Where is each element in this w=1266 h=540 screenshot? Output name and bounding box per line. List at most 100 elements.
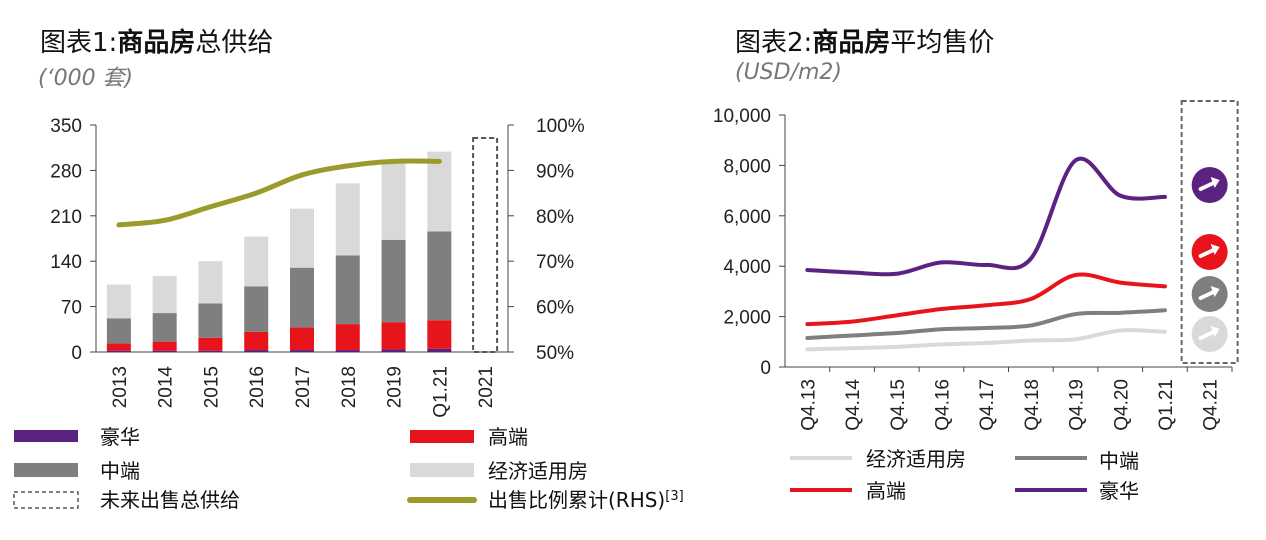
right-tick-label: 80% bbox=[536, 207, 574, 228]
right-tick-label: 70% bbox=[536, 252, 574, 273]
bar-luxury bbox=[244, 350, 269, 352]
bar-high bbox=[198, 337, 223, 351]
legend-label-mid: 中端 bbox=[1099, 449, 1139, 473]
right-tick-label: 100% bbox=[536, 116, 585, 137]
y-tick-label: 6,000 bbox=[723, 207, 771, 228]
x-tick-label: 2013 bbox=[110, 366, 131, 408]
legend-label-ratio-sup: [3] bbox=[665, 489, 683, 504]
legend-swatch-future bbox=[13, 491, 79, 509]
chart1-unit: (‘000 套) bbox=[38, 66, 134, 91]
bar-mid bbox=[152, 313, 177, 342]
legend-label-affordable: 经济适用房 bbox=[866, 447, 966, 471]
chart2-title-bold: 商品房 bbox=[812, 28, 891, 58]
x-tick-label: Q4.14 bbox=[843, 379, 864, 431]
y-tick-label: 0 bbox=[760, 358, 771, 379]
legend-label-high: 高端 bbox=[488, 425, 528, 449]
arrow-head bbox=[1210, 326, 1220, 337]
bar-mid bbox=[427, 231, 452, 321]
chart2-title: 图表2:商品房平均售价 bbox=[735, 22, 994, 59]
bar-luxury bbox=[335, 350, 360, 352]
legend-label-future: 未来出售总供给 bbox=[100, 488, 240, 512]
x-tick-label: Q4.16 bbox=[932, 379, 953, 431]
bar-high bbox=[152, 341, 177, 351]
bar-mid bbox=[335, 255, 360, 325]
left-tick-label: 210 bbox=[50, 207, 82, 228]
x-tick-label: Q4.13 bbox=[798, 379, 819, 431]
bar-mid bbox=[244, 286, 269, 332]
forecast-box bbox=[1180, 100, 1239, 364]
bar-high bbox=[290, 327, 314, 351]
x-tick-label: Q4.17 bbox=[977, 379, 998, 431]
left-tick-label: 0 bbox=[71, 343, 82, 364]
forecast-arrow-luxury-icon bbox=[1191, 167, 1228, 203]
legend-label-ratio: 出售比例累计(RHS)[3] bbox=[488, 488, 684, 512]
line-high bbox=[805, 272, 1167, 327]
arrow-head bbox=[1210, 244, 1220, 255]
x-tick-label: 2014 bbox=[156, 366, 177, 409]
bar-luxury bbox=[152, 350, 177, 352]
y-tick-label: 2,000 bbox=[723, 308, 771, 329]
line-luxury bbox=[805, 156, 1167, 277]
forecast-arrow-mid-icon bbox=[1191, 276, 1228, 312]
x-tick-label: 2021 bbox=[476, 366, 497, 408]
bar-mid bbox=[106, 318, 131, 344]
bar-high bbox=[381, 322, 406, 350]
chart1-title: 图表1:商品房总供给 bbox=[40, 22, 273, 59]
line-mid bbox=[805, 308, 1167, 341]
ratio-line bbox=[116, 158, 442, 228]
bar-luxury bbox=[381, 349, 406, 352]
bar-affordable bbox=[381, 160, 406, 240]
bar-high bbox=[244, 331, 269, 351]
x-tick-label: 2018 bbox=[339, 366, 360, 408]
bar-high bbox=[427, 320, 452, 349]
forecast-arrow-high-icon bbox=[1191, 234, 1228, 270]
chart2-title-rest: 平均售价 bbox=[890, 28, 995, 58]
future-supply-box bbox=[472, 136, 499, 353]
legend-swatch-affordable bbox=[410, 463, 474, 477]
chart2-title-prefix: 图表2: bbox=[735, 28, 813, 58]
chart1-title-rest: 总供给 bbox=[195, 28, 274, 58]
left-tick-label: 280 bbox=[50, 161, 82, 182]
left-tick-label: 70 bbox=[61, 298, 82, 319]
chart2-unit: (USD/m2) bbox=[735, 60, 843, 85]
x-tick-label: Q1.21 bbox=[430, 366, 451, 418]
right-tick-label: 50% bbox=[536, 343, 574, 364]
x-tick-label: 2017 bbox=[293, 366, 314, 408]
y-tick-label: 8,000 bbox=[723, 156, 771, 177]
bar-luxury bbox=[198, 350, 223, 352]
bar-affordable bbox=[335, 183, 360, 256]
bar-mid bbox=[381, 239, 406, 323]
bar-affordable bbox=[290, 208, 314, 268]
arrow-head bbox=[1210, 286, 1220, 297]
legend-label-affordable: 经济适用房 bbox=[488, 459, 588, 483]
bar-luxury bbox=[290, 350, 314, 352]
x-tick-label: 2016 bbox=[247, 366, 268, 408]
bar-affordable bbox=[106, 284, 131, 319]
left-tick-label: 140 bbox=[50, 252, 82, 273]
left-tick-label: 350 bbox=[50, 116, 82, 137]
bar-affordable bbox=[152, 276, 177, 314]
x-tick-label: Q4.20 bbox=[1111, 379, 1132, 431]
line-affordable bbox=[805, 328, 1167, 352]
legend-swatch-high bbox=[410, 430, 474, 443]
chart1-title-prefix: 图表1: bbox=[40, 28, 118, 58]
bar-high bbox=[335, 324, 360, 351]
legend-label-luxury: 豪华 bbox=[1099, 479, 1139, 503]
legend-swatch-mid bbox=[14, 463, 78, 477]
bar-high bbox=[106, 343, 131, 351]
arrow-head bbox=[1210, 177, 1220, 188]
legend-label-high: 高端 bbox=[866, 479, 906, 503]
bar-affordable bbox=[244, 236, 269, 287]
legend-label-luxury: 豪华 bbox=[100, 425, 140, 449]
right-tick-label: 90% bbox=[536, 161, 574, 182]
x-tick-label: Q4.21 bbox=[1201, 379, 1222, 431]
x-tick-label: Q4.15 bbox=[888, 379, 909, 431]
bar-mid bbox=[290, 267, 314, 328]
bar-luxury bbox=[427, 348, 452, 352]
x-tick-label: 2019 bbox=[385, 366, 406, 408]
forecast-arrow-affordable-icon bbox=[1191, 316, 1228, 352]
bar-mid bbox=[198, 303, 223, 338]
chart1-title-bold: 商品房 bbox=[117, 28, 196, 58]
